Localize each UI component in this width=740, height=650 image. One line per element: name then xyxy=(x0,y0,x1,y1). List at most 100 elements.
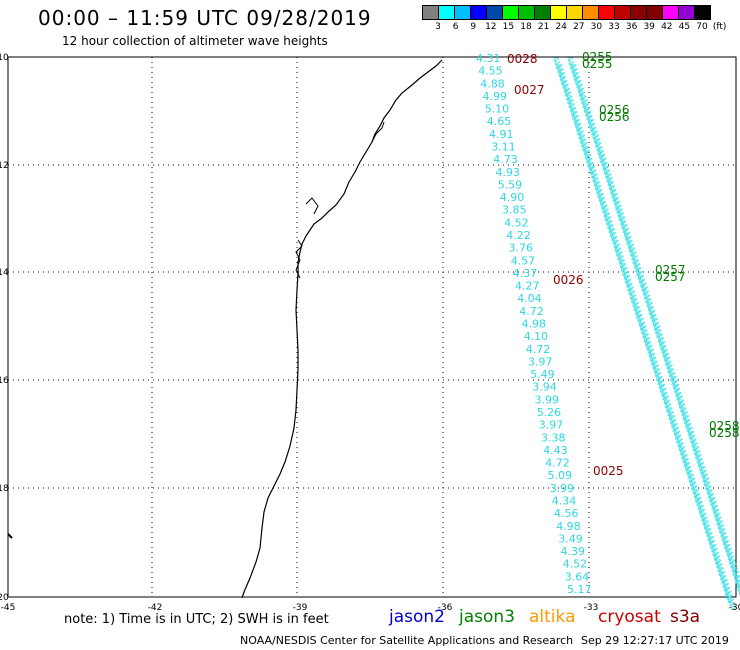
swh-value: 4.98 xyxy=(556,520,581,533)
scale-label: 12 xyxy=(485,22,497,32)
jason3-time-label: 0255 xyxy=(582,57,613,71)
cryosat-time-label: 0027 xyxy=(514,83,545,97)
swh-value: 4.73 xyxy=(493,153,518,166)
jason3-time-label: 0255 xyxy=(582,50,613,64)
swh-value: 3.11 xyxy=(491,141,516,154)
swh-value: 3.64 xyxy=(565,570,590,583)
swh-value: 3.38 xyxy=(541,431,566,444)
swh-value: 3.99 xyxy=(535,393,560,406)
swh-value: 3.49 xyxy=(558,532,583,545)
swh-value: 3.85 xyxy=(502,204,527,217)
scale-label: 45 xyxy=(678,22,691,32)
swh-value: 4.57 xyxy=(511,254,536,267)
scale-label: 33 xyxy=(608,22,620,32)
scale-label: 18 xyxy=(520,22,532,32)
dense-track-label: 4.4 xyxy=(734,585,740,600)
lat-label: -10 xyxy=(0,53,9,63)
dense-track-label: 4.4 xyxy=(729,569,740,584)
dense-track-label: 4.4 xyxy=(728,566,740,581)
swh-value: 4.56 xyxy=(554,507,579,520)
swh-value: 4.72 xyxy=(545,457,570,470)
swh-value: 3.94 xyxy=(532,381,557,394)
swh-value: 3.76 xyxy=(509,242,534,255)
swh-value: 4.52 xyxy=(504,216,529,229)
dense-track-label: 4.4 xyxy=(736,589,740,604)
lon-label: -36 xyxy=(438,603,453,613)
scale-label: 3 xyxy=(435,22,441,32)
scale-swatch xyxy=(694,5,711,20)
swh-value: 5.26 xyxy=(537,406,562,419)
legend-cryosat: cryosat xyxy=(598,607,661,627)
swh-value: 3.97 xyxy=(539,419,564,432)
swh-value: 4.98 xyxy=(522,318,547,331)
jason3-time-label: 0258 xyxy=(709,426,740,440)
lat-lon-grid xyxy=(7,56,737,598)
coastline-detail xyxy=(295,121,385,279)
swh-value: 4.99 xyxy=(483,90,508,103)
lat-label: -12 xyxy=(0,161,9,171)
scale-label: 30 xyxy=(590,22,603,32)
track-b: 4.44.44.44.44.44.44.44.44.44.44.44.44.44… xyxy=(564,55,740,612)
legend-jason3: jason3 xyxy=(459,607,515,627)
lon-label: -39 xyxy=(293,603,308,613)
lat-label: -14 xyxy=(0,268,9,278)
swh-value: 4.37 xyxy=(513,267,538,280)
swh-value: 5.09 xyxy=(548,469,573,482)
swh-value: 4.39 xyxy=(561,545,586,558)
legend-s3a: s3a xyxy=(670,607,701,627)
color-scale-labels: 3 6 9 12 15 18 21 24 27 30 33 36 39 42 45 70 (ft) xyxy=(422,22,740,34)
lon-label: -33 xyxy=(584,603,599,613)
jason3-time-label: 0256 xyxy=(599,103,630,117)
swh-value: 4.10 xyxy=(524,330,549,343)
swh-value: 4.55 xyxy=(478,65,503,78)
map-frame xyxy=(7,56,737,598)
scale-label: 6 xyxy=(452,22,459,32)
scale-label: 21 xyxy=(537,22,550,32)
scale-label: (ft) xyxy=(712,22,727,32)
swh-value: 5.10 xyxy=(485,103,510,116)
lon-label: -45 xyxy=(1,603,16,613)
dense-track-label: 4.4 xyxy=(731,573,740,588)
jason3-time-label: 0258 xyxy=(709,419,740,433)
swh-value: 4.65 xyxy=(487,115,512,128)
swh-value: 3.97 xyxy=(528,355,553,368)
jason3-time-label: 0257 xyxy=(655,270,686,284)
scale-label: 39 xyxy=(643,22,655,32)
island-mark xyxy=(7,533,13,539)
swh-value: 4.04 xyxy=(517,292,542,305)
swh-value: 4.93 xyxy=(496,166,521,179)
axis-labels: -10 -12 -14 -16 -18 -20-45 -42 -39 -36 -33 -30 xyxy=(0,53,740,613)
swh-value: 4.88 xyxy=(480,77,505,90)
map-title: 00:00 – 11:59 UTC 09/28/2019 xyxy=(38,6,372,30)
coastline xyxy=(7,59,443,599)
scale-label: 42 xyxy=(661,22,673,32)
wave-height-values: 4.314.554.884.995.104.654.913.114.734.93… xyxy=(476,52,592,596)
map-subtitle: 12 hour collection of altimeter wave hei… xyxy=(62,34,328,48)
satellite-tracks: 4.44.44.44.44.44.44.44.44.44.44.44.44.44… xyxy=(550,55,740,612)
cryosat-time-label: 0025 xyxy=(593,464,624,478)
dense-track-label: 4.4 xyxy=(733,581,740,596)
swh-value: 5.17 xyxy=(567,583,592,596)
swh-value: 4.34 xyxy=(552,495,577,508)
swh-value: 4.90 xyxy=(500,191,525,204)
swh-value: 4.72 xyxy=(526,343,551,356)
cryosat-time-label: 0026 xyxy=(553,273,584,287)
swh-value: 4.31 xyxy=(476,52,501,65)
swh-value: 5.49 xyxy=(530,368,555,381)
swh-value: 4.91 xyxy=(489,128,514,141)
scale-label: 70 xyxy=(696,22,708,32)
scale-label: 9 xyxy=(470,22,477,32)
swh-value: 4.27 xyxy=(515,280,540,293)
scale-label: 27 xyxy=(573,22,585,32)
scale-label: 36 xyxy=(625,22,638,32)
lon-label: -30 xyxy=(729,603,740,613)
track-a: 4.44.44.44.44.44.44.44.44.44.44.44.44.44… xyxy=(550,55,738,612)
footnote: note: 1) Time is in UTC; 2) SWH is in fe… xyxy=(64,612,329,627)
wave-height-color-scale xyxy=(422,5,711,20)
jason3-time-label: 0256 xyxy=(599,110,630,124)
swh-value: 4.52 xyxy=(563,558,588,571)
legend-altika: altika xyxy=(529,607,576,627)
legend-jason2: jason2 xyxy=(389,607,445,627)
